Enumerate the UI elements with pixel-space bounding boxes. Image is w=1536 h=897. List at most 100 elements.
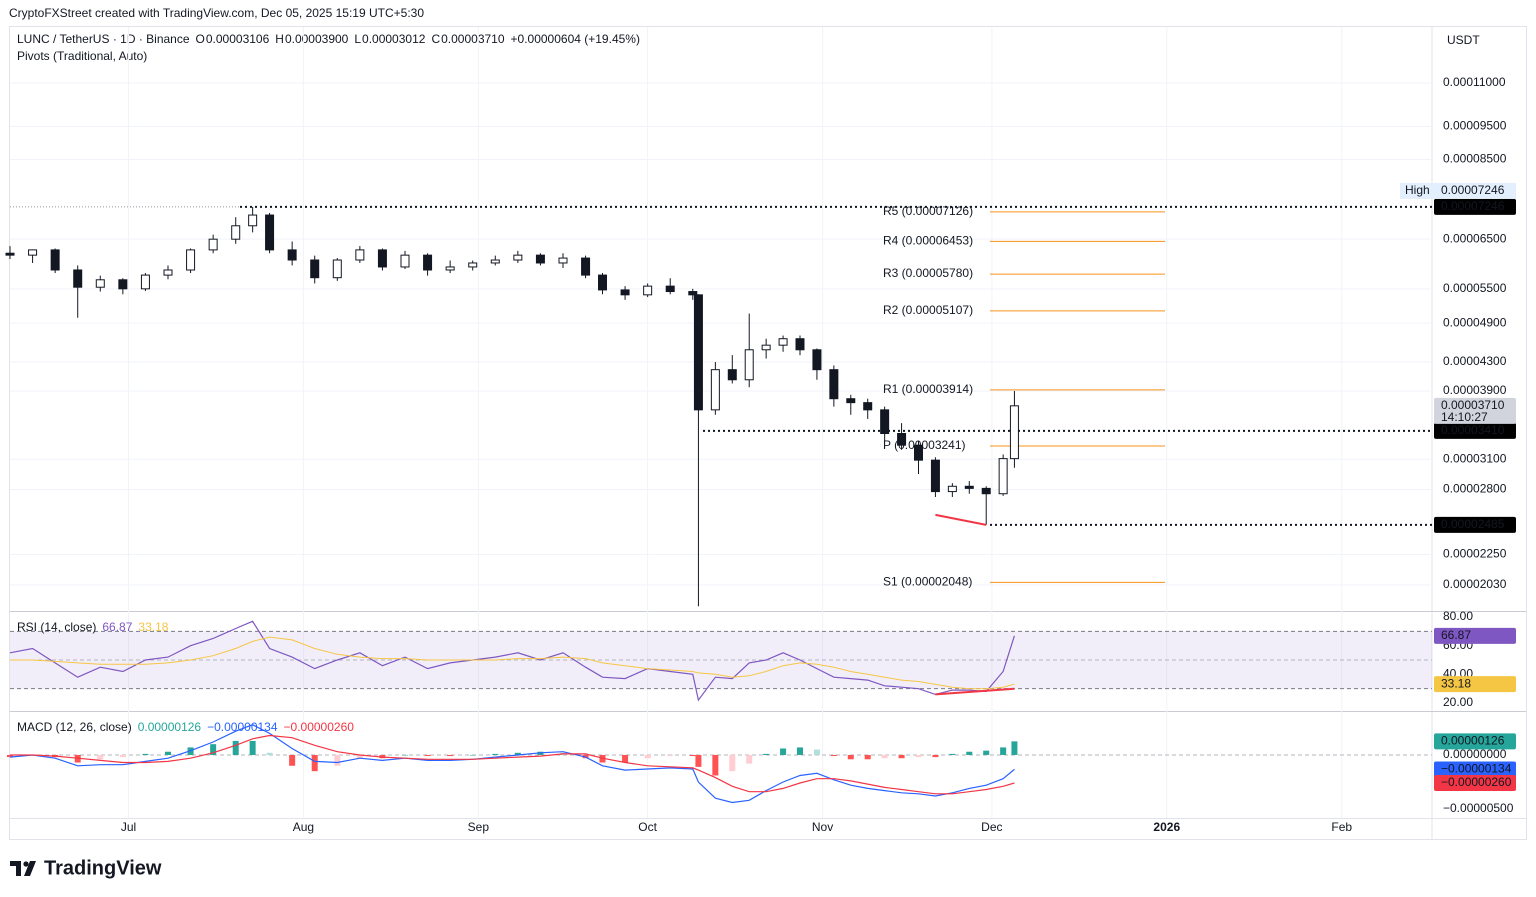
candle-body: [598, 274, 607, 291]
level-box-text: 0.00003410: [1441, 423, 1505, 437]
candle-body: [778, 338, 788, 346]
level-box-bg: [1434, 422, 1516, 439]
legend-value: L: [354, 32, 361, 46]
macd-histogram-bar: [1011, 741, 1018, 755]
level-box: 0.00003410: [1434, 422, 1516, 439]
x-tick-label: Oct: [638, 820, 657, 834]
macd-histogram-bar: [232, 740, 239, 755]
macd-histogram-bar: [780, 748, 787, 755]
candle-body: [468, 262, 478, 268]
macd-histogram-bar: [746, 754, 753, 764]
pivot-label: P (0.00003241): [883, 438, 966, 452]
candle-body: [423, 254, 433, 271]
candle-body: [710, 369, 720, 411]
logo-text: TradingView: [44, 857, 162, 879]
macd-value-box-bg: [1434, 775, 1516, 792]
level-box: 0.00002485: [1434, 516, 1516, 533]
macd-value-box-bg: [1434, 733, 1516, 750]
pane-legend-value: −0.00000134: [207, 720, 278, 734]
y-tick-label: 0.00000000: [1443, 747, 1507, 761]
level-box-bg: [1434, 198, 1516, 215]
candle-body: [231, 225, 241, 240]
y-tick-label: 0.00009500: [1443, 119, 1507, 133]
macd-value-box-text: −0.00000134: [1441, 762, 1512, 776]
x-tick-label: Dec: [981, 820, 1002, 834]
rsi-value-box-bg: [1434, 676, 1516, 693]
macd-line: [10, 734, 1015, 795]
macd-histogram-bar: [402, 754, 408, 756]
candle-body: [535, 254, 545, 264]
macd-histogram-bar: [210, 744, 217, 755]
currency: USDT: [1447, 33, 1480, 47]
candle-body: [727, 369, 737, 381]
y-tick-label: 0.00008500: [1443, 152, 1507, 166]
pane-legend: RSI (14, close) 66.87 33.18: [17, 620, 169, 634]
candle-body: [665, 285, 675, 293]
candle-body: [761, 344, 771, 351]
y-tick-label: 20.00: [1443, 695, 1473, 709]
pivot-label: R1 (0.00003914): [883, 382, 973, 396]
pivot-label: S1 (0.00002048): [883, 575, 972, 589]
rsi-value-box: 33.18: [1434, 676, 1516, 693]
macd-histogram-bar: [514, 752, 521, 755]
y-tick-label: 80.00: [1443, 609, 1473, 623]
macd-histogram-bar: [797, 747, 803, 755]
rsi-line: [10, 636, 1015, 690]
macd-histogram-bar: [142, 753, 149, 755]
legend-value: 0.00003012: [362, 32, 426, 46]
y-tick-label: 0.00011000: [1443, 75, 1506, 89]
y-tick-label: 0.00006500: [1443, 231, 1507, 245]
macd-histogram-bar: [1000, 747, 1007, 755]
candle-body: [265, 214, 275, 251]
macd-value-box: −0.00000260: [1434, 775, 1516, 792]
y-tick-label: 0.00004300: [1443, 354, 1507, 368]
macd-histogram-bar: [712, 754, 719, 776]
last-price-bg: [1434, 397, 1516, 424]
pane-legend-value: 0.00000126: [138, 720, 202, 734]
macd-histogram-bar: [689, 754, 696, 757]
candle-body: [897, 433, 907, 446]
candle-body: [445, 266, 455, 271]
logo-dot: [23, 861, 29, 867]
candle-body: [880, 409, 890, 435]
legend-value: +0.00000604 (+19.45%): [511, 32, 640, 46]
level-box-bg: [1434, 516, 1516, 533]
candle-body: [1009, 405, 1019, 460]
x-tick-label: Sep: [468, 820, 490, 834]
candle-body: [643, 285, 653, 296]
candle-body: [163, 269, 173, 276]
rsi-value-box-bg: [1434, 627, 1516, 644]
candle-body: [581, 257, 591, 276]
candle-body: [50, 249, 60, 271]
candle-body: [287, 249, 297, 261]
indicator-name: Pivots (Traditional, Auto): [17, 49, 147, 63]
macd-value-box-bg: [1434, 761, 1516, 778]
candle-body: [744, 349, 754, 381]
candle-body: [377, 249, 387, 268]
macd-histogram-bar: [966, 751, 973, 755]
macd-histogram-bar: [622, 754, 629, 763]
candle-body: [28, 249, 38, 256]
macd-histogram-bar: [644, 754, 651, 759]
y-tick-label: 0.00003900: [1443, 383, 1507, 397]
high-tag: High: [1405, 183, 1430, 197]
rsi-line: [9, 620, 1015, 702]
y-tick-label: 0.00002030: [1443, 577, 1507, 591]
y-tick-label: 0.00003100: [1443, 451, 1507, 465]
x-tick-label: Jul: [121, 820, 136, 834]
macd-histogram-bar: [813, 749, 820, 755]
macd-histogram-bar: [266, 752, 273, 755]
candle-body: [964, 485, 974, 489]
countdown: 14:10:27: [1441, 410, 1488, 424]
candle-body: [558, 257, 568, 264]
legend-value: O: [196, 32, 205, 46]
candle-body: [812, 349, 822, 371]
pane-legend-value: 33.18: [138, 620, 168, 634]
logo: TradingView: [10, 857, 162, 879]
x-tick-label: Aug: [293, 820, 314, 834]
macd-histogram-bar: [447, 754, 454, 757]
rsi-value-box-text: 33.18: [1441, 676, 1471, 690]
candle-body: [332, 259, 342, 279]
candle-body: [829, 369, 839, 400]
